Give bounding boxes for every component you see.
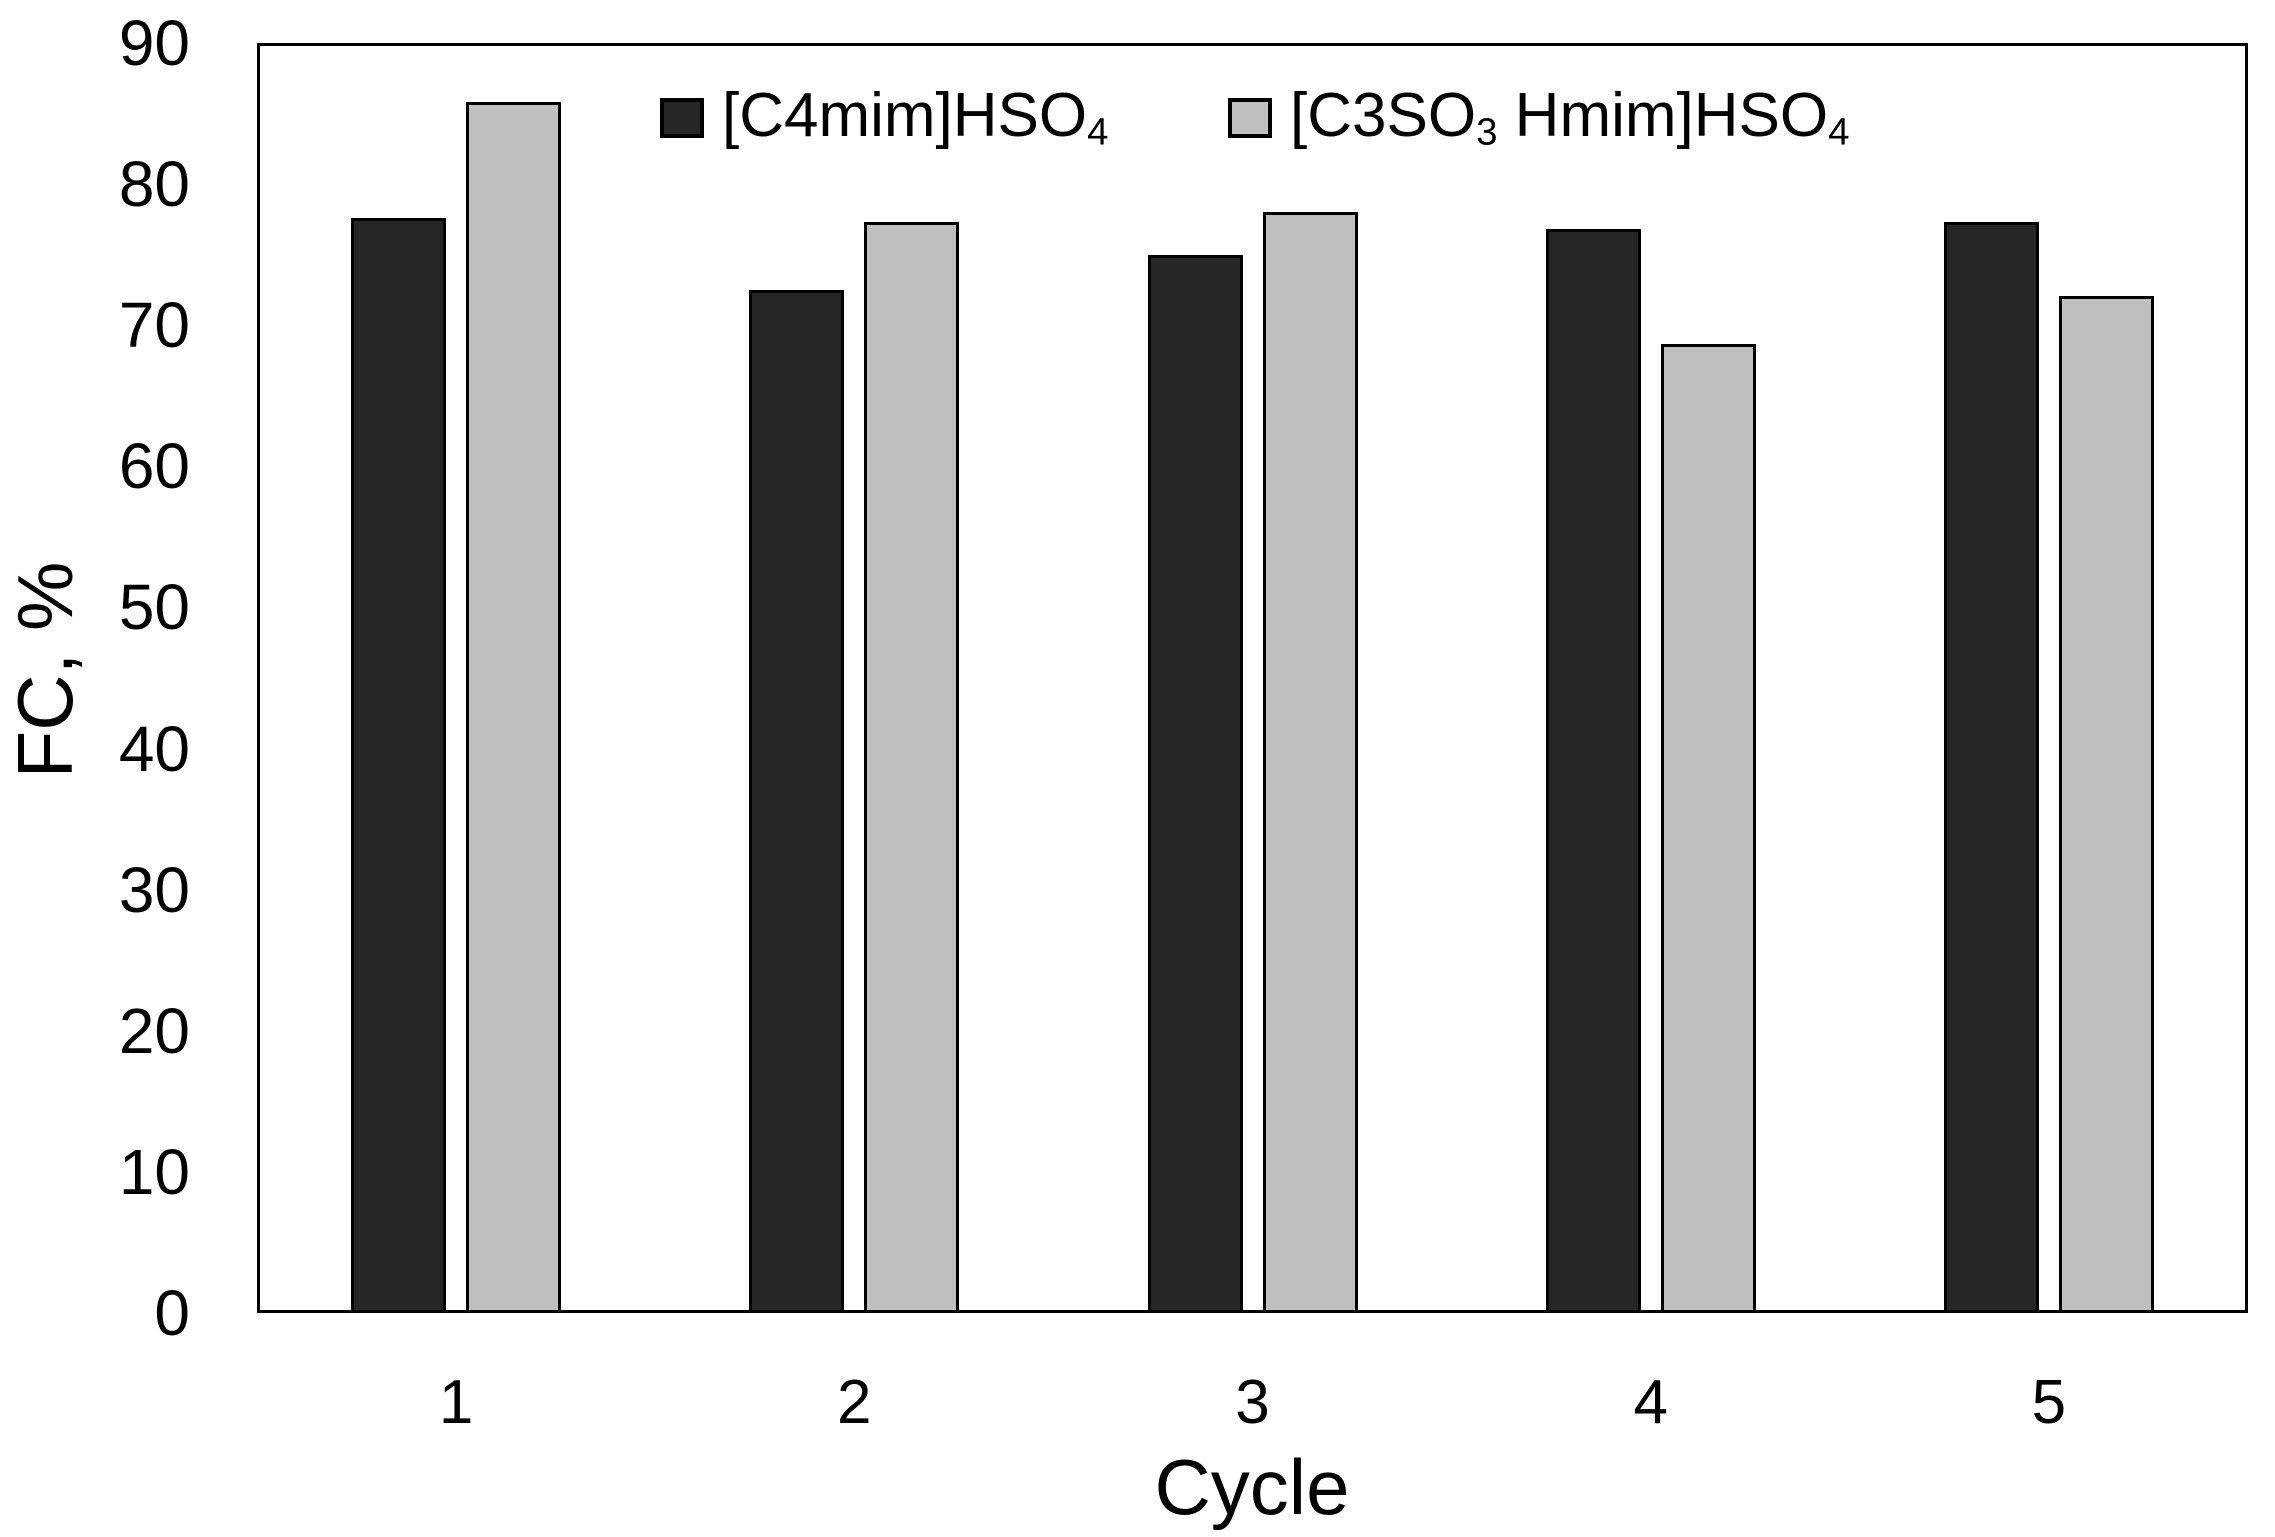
x-category-label: 4 xyxy=(1633,1368,1668,1437)
legend-swatch-icon xyxy=(1228,98,1272,138)
y-tick-label: 90 xyxy=(118,7,190,79)
bar-series1-cycle2 xyxy=(749,289,845,1313)
x-axis-title: Cycle xyxy=(1154,1443,1350,1531)
y-tick-label: 70 xyxy=(118,289,190,362)
y-tick-label: 40 xyxy=(118,712,190,785)
plot-area xyxy=(257,43,2248,1313)
x-category-label: 1 xyxy=(438,1368,474,1437)
legend-entry-series1: [C4mim]HSO4 xyxy=(660,80,1109,156)
x-category-label: 2 xyxy=(837,1368,872,1437)
legend-label: [C3SO3 Hmim]HSO4 xyxy=(1290,80,1850,153)
x-category-label: 5 xyxy=(2031,1368,2067,1437)
legend-entry-series2: [C3SO3 Hmim]HSO4 xyxy=(1228,80,1849,156)
y-tick-label: 0 xyxy=(154,1277,190,1349)
bar-series2-cycle1 xyxy=(466,102,562,1313)
y-tick-label: 50 xyxy=(118,571,190,644)
y-tick-label: 10 xyxy=(118,1135,190,1208)
y-tick-label: 80 xyxy=(118,148,190,221)
bar-series1-cycle5 xyxy=(1943,222,2039,1313)
legend-label: [C4mim]HSO4 xyxy=(722,80,1109,153)
legend-swatch-icon xyxy=(660,98,704,138)
bar-series2-cycle5 xyxy=(2058,295,2154,1313)
bar-series1-cycle4 xyxy=(1545,229,1641,1313)
bar-series1-cycle1 xyxy=(351,217,447,1313)
y-tick-label: 20 xyxy=(118,994,190,1067)
bar-series2-cycle3 xyxy=(1262,212,1358,1313)
bar-series2-cycle2 xyxy=(864,222,960,1313)
y-axis-title: FC, % xyxy=(1,561,89,779)
y-tick-label: 30 xyxy=(118,853,190,926)
y-tick-label: 60 xyxy=(118,430,190,503)
x-category-label: 3 xyxy=(1235,1368,1270,1437)
bar-series2-cycle4 xyxy=(1660,343,1756,1313)
bar-series1-cycle3 xyxy=(1147,254,1243,1313)
